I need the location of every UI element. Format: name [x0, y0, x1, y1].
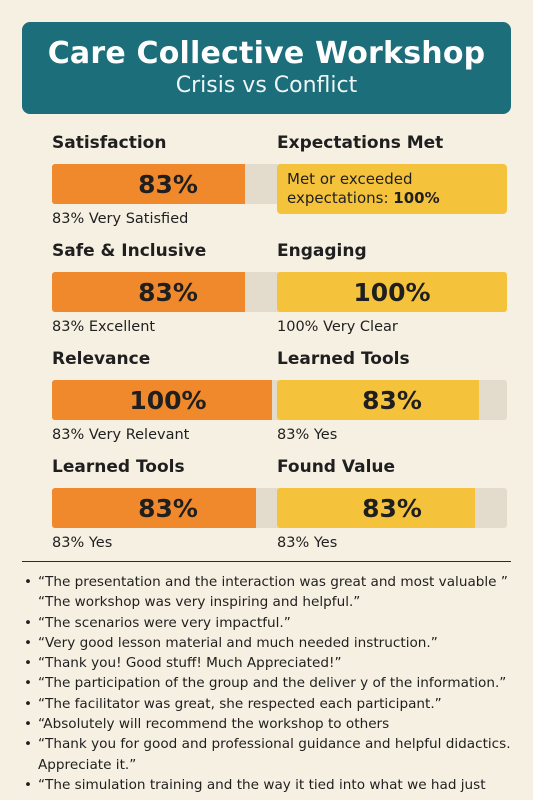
metric-label: Learned Tools	[52, 457, 185, 477]
quote-item: “Very good lesson material and much need…	[22, 633, 522, 654]
quote-item: “Absolutely will recommend the workshop …	[22, 714, 522, 735]
metric-caption: 83% Yes	[52, 535, 113, 551]
progress-fill	[277, 272, 507, 312]
quote-item: Appreciate it.”	[38, 756, 137, 773]
metric-label: Safe & Inclusive	[52, 241, 207, 261]
metric-label: Expectations Met	[277, 133, 444, 153]
metric-label: Relevance	[52, 349, 151, 369]
progress-bar: 83%	[277, 488, 507, 528]
quote-item: “The simulation training and the way it …	[22, 775, 522, 796]
metric-caption: 83% Very Relevant	[52, 427, 190, 443]
metric-learned-tools-left: Learned Tools 83% 83% Yes	[52, 456, 284, 552]
progress-fill	[277, 380, 480, 420]
metric-caption: 83% Yes	[277, 427, 338, 443]
quote-item: “The scenarios were very impactful.”	[22, 613, 522, 634]
metric-engaging: Engaging 100% 100% Very Clear	[277, 240, 507, 336]
progress-fill	[52, 488, 257, 528]
title-banner: Care Collective Workshop Crisis vs Confl…	[22, 22, 511, 114]
quote-item: “The presentation and the interaction wa…	[22, 572, 522, 593]
metric-found-value: Found Value 83% 83% Yes	[277, 456, 507, 552]
progress-bar: 83%	[52, 272, 284, 312]
metric-label: Found Value	[277, 457, 396, 477]
page-title: Care Collective Workshop	[47, 36, 486, 71]
progress-bar: 100%	[52, 380, 284, 420]
metric-caption: 83% Excellent	[52, 319, 156, 335]
metric-caption: 83% Yes	[277, 535, 338, 551]
metric-value: 100%	[129, 385, 207, 415]
metric-value: 100%	[353, 277, 431, 307]
quote-item: “Thank you for good and professional gui…	[22, 734, 522, 755]
progress-fill	[52, 272, 245, 312]
progress-bar: 83%	[277, 380, 507, 420]
progress-fill	[52, 380, 273, 420]
metric-expectations-met: Expectations Met Met or exceeded expecta…	[277, 132, 507, 214]
progress-bar: 83%	[52, 488, 284, 528]
metric-satisfaction: Satisfaction 83% 83% Very Satisfied	[52, 132, 284, 228]
page-subtitle: Crisis vs Conflict	[175, 73, 358, 98]
quote-item: “The workshop was very inspiring and hel…	[38, 594, 361, 611]
progress-bar: 83%	[52, 164, 284, 204]
metric-label: Engaging	[277, 241, 367, 261]
metric-value: 83%	[138, 493, 198, 523]
expectations-value: 100%	[393, 189, 440, 207]
metric-label: Learned Tools	[277, 349, 410, 369]
quote-item: “The participation of the group and the …	[22, 673, 522, 694]
metric-safe-inclusive: Safe & Inclusive 83% 83% Excellent	[52, 240, 284, 336]
feedback-quotes: “The presentation and the interaction wa…	[22, 572, 522, 796]
metric-relevance: Relevance 100% 83% Very Relevant	[52, 348, 284, 444]
metric-value: 83%	[362, 493, 422, 523]
metric-caption: 100% Very Clear	[277, 319, 398, 335]
expectations-text: Met or exceeded expectations:	[287, 170, 413, 207]
progress-fill	[52, 164, 245, 204]
section-divider	[22, 561, 511, 562]
metric-caption: 83% Very Satisfied	[52, 211, 189, 227]
quote-item: “The facilitator was great, she respecte…	[22, 694, 522, 715]
metric-value: 83%	[138, 277, 198, 307]
metric-value: 83%	[138, 169, 198, 199]
quote-item: “Thank you! Good stuff! Much Appreciated…	[22, 653, 522, 674]
metric-value: 83%	[362, 385, 422, 415]
progress-bar: 100%	[277, 272, 507, 312]
metric-learned-tools-right: Learned Tools 83% 83% Yes	[277, 348, 507, 444]
expectations-box: Met or exceeded expectations: 100%	[277, 164, 507, 214]
metric-label: Satisfaction	[52, 133, 167, 153]
progress-fill	[277, 488, 475, 528]
